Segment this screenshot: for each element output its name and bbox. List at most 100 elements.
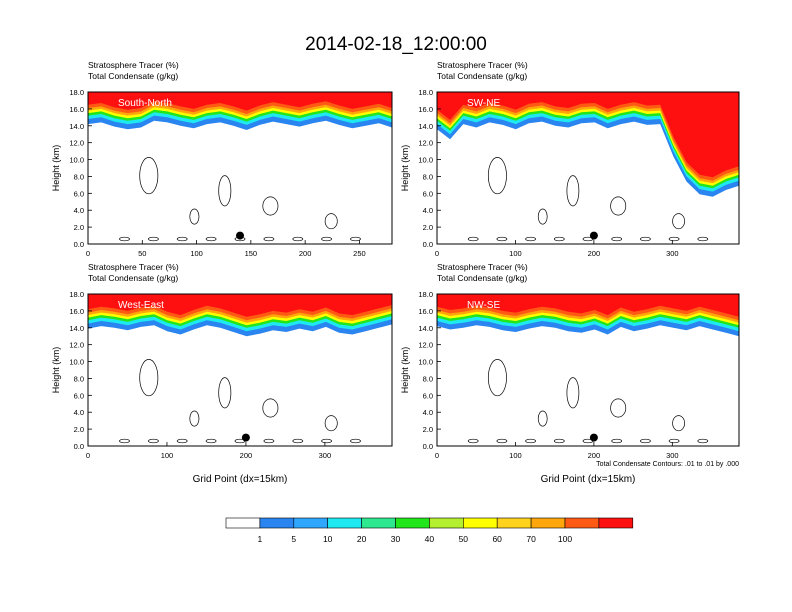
panel-heading-condensate: Total Condensate (g/kg) <box>88 273 178 283</box>
plot-frame <box>436 293 740 447</box>
condensate-contour <box>537 410 548 427</box>
x-tick-label: 300 <box>666 249 679 258</box>
colorbar-label: 10 <box>323 534 333 544</box>
condensate-contour <box>566 175 580 207</box>
y-tick-label: 16.0 <box>418 105 433 114</box>
plot-frame <box>87 293 393 447</box>
y-tick-label: 0.0 <box>423 240 433 249</box>
y-tick-label: 16.0 <box>418 307 433 316</box>
colorbar-label: 40 <box>425 534 435 544</box>
y-tick-label: 8.0 <box>74 374 84 383</box>
y-tick-label: 2.0 <box>74 425 84 434</box>
condensate-contour <box>350 236 361 242</box>
x-tick-label: 200 <box>240 451 253 460</box>
condensate-contour <box>176 236 188 242</box>
panel-plot-area <box>437 294 739 446</box>
y-tick-label: 14.0 <box>69 324 84 333</box>
contour-footnote: Total Condensate Contours: .01 to .01 by… <box>596 461 739 468</box>
colorbar-swatch <box>429 517 464 529</box>
x-tick-label: 0 <box>86 451 90 460</box>
condensate-contour <box>205 438 217 444</box>
condensate-contour <box>672 213 685 230</box>
panel-heading-tracer: Stratosphere Tracer (%) <box>437 262 528 272</box>
condensate-contour <box>139 359 159 397</box>
condensate-contour <box>148 438 159 444</box>
y-tick-label: 12.0 <box>69 139 84 148</box>
colorbar-label: 20 <box>357 534 367 544</box>
panel-1: 0.0 2.0 4.0 6.0 8.0 10.0 12.0 14.0 16.0 18.0 0 50 10… <box>51 60 393 258</box>
y-tick-label: 16.0 <box>69 307 84 316</box>
panel-label: SW-NE <box>467 98 500 109</box>
panel-label: South-North <box>118 98 172 109</box>
y-tick-label: 18.0 <box>418 290 433 299</box>
y-tick-label: 10.0 <box>418 358 433 367</box>
panels: 0.0 2.0 4.0 6.0 8.0 10.0 12.0 14.0 16.0 18.0 0 50 10… <box>51 60 740 485</box>
colorbar-swatch <box>530 517 566 529</box>
x-tick-label: 0 <box>435 451 439 460</box>
x-tick-label: 100 <box>161 451 174 460</box>
panel-heading-condensate: Total Condensate (g/kg) <box>437 71 527 81</box>
y-tick-label: 14.0 <box>418 324 433 333</box>
condensate-contour <box>262 196 279 216</box>
y-tick-label: 0.0 <box>423 442 433 451</box>
tracer-band-5 <box>437 92 739 181</box>
y-tick-label: 12.0 <box>418 341 433 350</box>
y-tick-label: 6.0 <box>74 391 84 400</box>
condensate-contour <box>697 438 709 444</box>
y-axis-label: Height (km) <box>51 145 61 192</box>
x-tick-label: 200 <box>299 249 312 258</box>
colorbar-label: 30 <box>391 534 401 544</box>
y-tick-label: 4.0 <box>74 408 84 417</box>
x-tick-label: 100 <box>190 249 203 258</box>
panel-heading-tracer: Stratosphere Tracer (%) <box>437 60 528 70</box>
condensate-contour <box>640 438 651 444</box>
colorbar-label: 5 <box>291 534 296 544</box>
location-marker <box>589 433 598 442</box>
condensate-contour <box>189 208 200 225</box>
condensate-contour <box>292 236 304 242</box>
y-tick-label: 6.0 <box>423 391 433 400</box>
y-tick-label: 16.0 <box>69 105 84 114</box>
figure-title: 2014-02-18_12:00:00 <box>305 34 487 55</box>
x-tick-label: 200 <box>588 451 601 460</box>
condensate-contour <box>611 438 623 444</box>
condensate-contour <box>525 236 536 242</box>
condensate-contour <box>640 236 651 242</box>
condensate-contour <box>321 438 332 444</box>
colorbar-swatch <box>462 517 498 529</box>
condensate-contour <box>610 398 627 418</box>
location-marker <box>589 231 598 240</box>
y-tick-label: 6.0 <box>74 189 84 198</box>
y-tick-label: 6.0 <box>423 189 433 198</box>
y-tick-label: 12.0 <box>69 341 84 350</box>
colorbar: 1 5 10 20 30 40 50 60 70 100 <box>225 517 634 544</box>
condensate-contour <box>467 236 479 242</box>
panel-heading-condensate: Total Condensate (g/kg) <box>88 71 178 81</box>
y-tick-label: 2.0 <box>74 223 84 232</box>
y-tick-label: 4.0 <box>423 408 433 417</box>
condensate-contour <box>672 415 685 432</box>
condensate-contour <box>467 438 479 444</box>
condensate-contour <box>537 208 548 225</box>
tracer-band-6 <box>88 92 392 111</box>
x-tick-label: 250 <box>353 249 366 258</box>
y-tick-label: 12.0 <box>418 139 433 148</box>
x-tick-label: 100 <box>509 249 522 258</box>
y-tick-label: 18.0 <box>69 88 84 97</box>
panel-heading-tracer: Stratosphere Tracer (%) <box>88 262 179 272</box>
panel-heading-condensate: Total Condensate (g/kg) <box>437 273 527 283</box>
colorbar-swatch <box>564 517 600 529</box>
colorbar-swatch <box>496 517 532 529</box>
condensate-contour <box>553 236 565 242</box>
location-marker <box>241 433 250 442</box>
condensate-contour <box>553 438 565 444</box>
y-axis-label: Height (km) <box>400 347 410 394</box>
x-tick-label: 300 <box>319 451 332 460</box>
location-marker <box>236 231 244 240</box>
y-tick-label: 8.0 <box>423 374 433 383</box>
x-axis-label: Grid Point (dx=15km) <box>193 474 288 485</box>
colorbar-swatch <box>598 517 634 529</box>
condensate-contour <box>487 359 507 397</box>
condensate-contour <box>263 236 275 242</box>
